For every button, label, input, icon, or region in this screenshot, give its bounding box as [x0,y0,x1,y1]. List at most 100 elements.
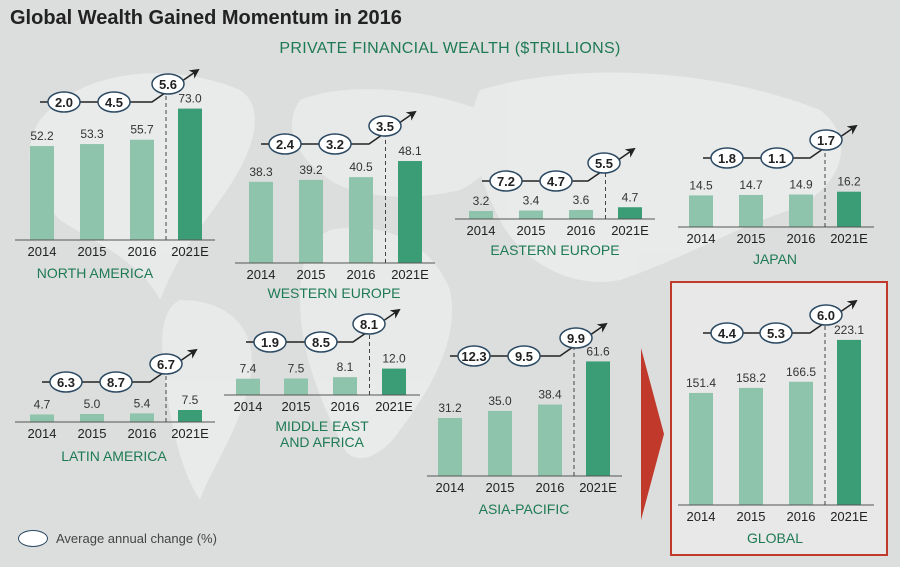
bar-value-label: 4.7 [622,190,639,204]
annual-change-value: 1.8 [718,151,736,166]
annual-change-value: 5.6 [159,77,177,92]
annual-change-ellipse [97,91,131,113]
bar [739,387,763,505]
year-label: 2014 [234,399,263,414]
region-label: EASTERN EUROPE [490,242,619,258]
annual-change-ellipse [304,331,338,353]
bar [789,194,813,227]
bar-value-label: 7.5 [182,393,199,407]
bar [30,414,54,422]
year-label: 2021E [579,480,617,495]
year-label: 2021E [171,244,209,259]
year-label: 2015 [78,426,107,441]
bar-value-label: 48.1 [398,144,422,158]
bar [130,413,154,422]
bar-value-label: 3.6 [573,193,590,207]
bar [837,339,861,505]
annual-change-value: 6.3 [57,375,75,390]
year-label: 2016 [128,244,157,259]
bar [488,410,512,476]
annual-change-value: 4.5 [105,95,123,110]
region-label: GLOBAL [747,530,803,546]
legend-label: Average annual change (%) [56,531,217,546]
year-label: 2015 [486,480,515,495]
year-label: 2016 [128,426,157,441]
annual-change-value: 4.7 [547,174,565,189]
bar [30,146,54,240]
bar [569,210,593,219]
annual-change-value: 8.1 [360,317,378,332]
region-chart-middle-east-and-africa: 7.4 2014 7.5 2015 8.1 2016 12.0 2021E 1.9 8.5 8.1 M… [224,308,420,450]
year-label: 2021E [830,231,868,246]
annual-change-ellipse [318,133,352,155]
annual-change-ellipse [151,73,185,95]
bar [469,211,493,219]
bar [249,181,273,263]
annual-change-ellipse [99,371,133,393]
annual-change-value: 8.5 [312,335,330,350]
bar-value-label: 53.3 [80,127,104,141]
region-label: NORTH AMERICA [37,265,154,281]
annual-change-ellipse [489,170,523,192]
year-label: 2021E [171,426,209,441]
annual-change-value: 4.4 [718,326,737,341]
bar [178,410,202,422]
bar-value-label: 3.2 [473,194,490,208]
bar [538,404,562,476]
year-label: 2016 [787,509,816,524]
year-label: 2014 [247,267,276,282]
annual-change-ellipse [710,147,744,169]
annual-change-value: 6.0 [817,308,835,323]
annual-change-value: 2.0 [55,95,73,110]
annual-change-ellipse [49,371,83,393]
annual-change-ellipse [352,313,386,335]
bar [586,361,610,476]
bar-value-label: 40.5 [349,160,373,174]
bar [130,139,154,240]
region-chart-eastern-europe: 3.2 2014 3.4 2015 3.6 2016 4.7 2021E 7.2 4.7 5.5 EA… [455,147,655,258]
year-label: 2014 [467,223,496,238]
annual-change-ellipse [759,322,793,344]
region-chart-japan: 14.5 2014 14.7 2015 14.9 2016 16.2 2021E 1.8 1.1 1… [678,124,874,267]
annual-change-value: 6.7 [157,357,175,372]
annual-change-ellipse [587,152,621,174]
annual-change-ellipse [268,133,302,155]
year-label: 2016 [787,231,816,246]
bar-value-label: 166.5 [786,365,816,379]
year-label: 2016 [331,399,360,414]
annual-change-value: 5.5 [595,156,613,171]
bar-value-label: 38.4 [538,388,562,402]
year-label: 2015 [517,223,546,238]
annual-change-ellipse [457,345,491,367]
region-label: MIDDLE EAST [275,418,369,434]
year-label: 2021E [391,267,429,282]
bar-value-label: 151.4 [686,376,716,390]
bar [333,377,357,395]
year-label: 2021E [830,509,868,524]
bar-value-label: 14.7 [739,178,763,192]
annual-change-value: 1.9 [261,335,279,350]
bar [438,417,462,476]
annual-change-value: 1.1 [768,151,786,166]
year-label: 2015 [78,244,107,259]
annual-change-value: 12.3 [461,349,486,364]
chart-subtitle: PRIVATE FINANCIAL WEALTH ($TRILLIONS) [279,40,621,57]
annual-change-value: 2.4 [276,137,295,152]
bar-value-label: 4.7 [34,397,51,411]
bar [519,210,543,219]
region-chart-asia-pacific: 31.2 2014 35.0 2015 38.4 2016 61.6 2021E 12.3 9.5… [427,322,622,517]
bar [349,177,373,263]
bar [618,207,642,219]
bar-value-label: 38.3 [249,165,273,179]
region-label: AND AFRICA [280,434,365,450]
bar-value-label: 16.2 [837,175,861,189]
annual-change-ellipse [507,345,541,367]
annual-change-value: 9.9 [567,331,585,346]
year-label: 2015 [282,399,311,414]
bar [80,144,104,240]
bar [689,195,713,227]
bar-value-label: 35.0 [488,394,512,408]
global-arrow-icon [641,348,664,520]
year-label: 2021E [611,223,649,238]
